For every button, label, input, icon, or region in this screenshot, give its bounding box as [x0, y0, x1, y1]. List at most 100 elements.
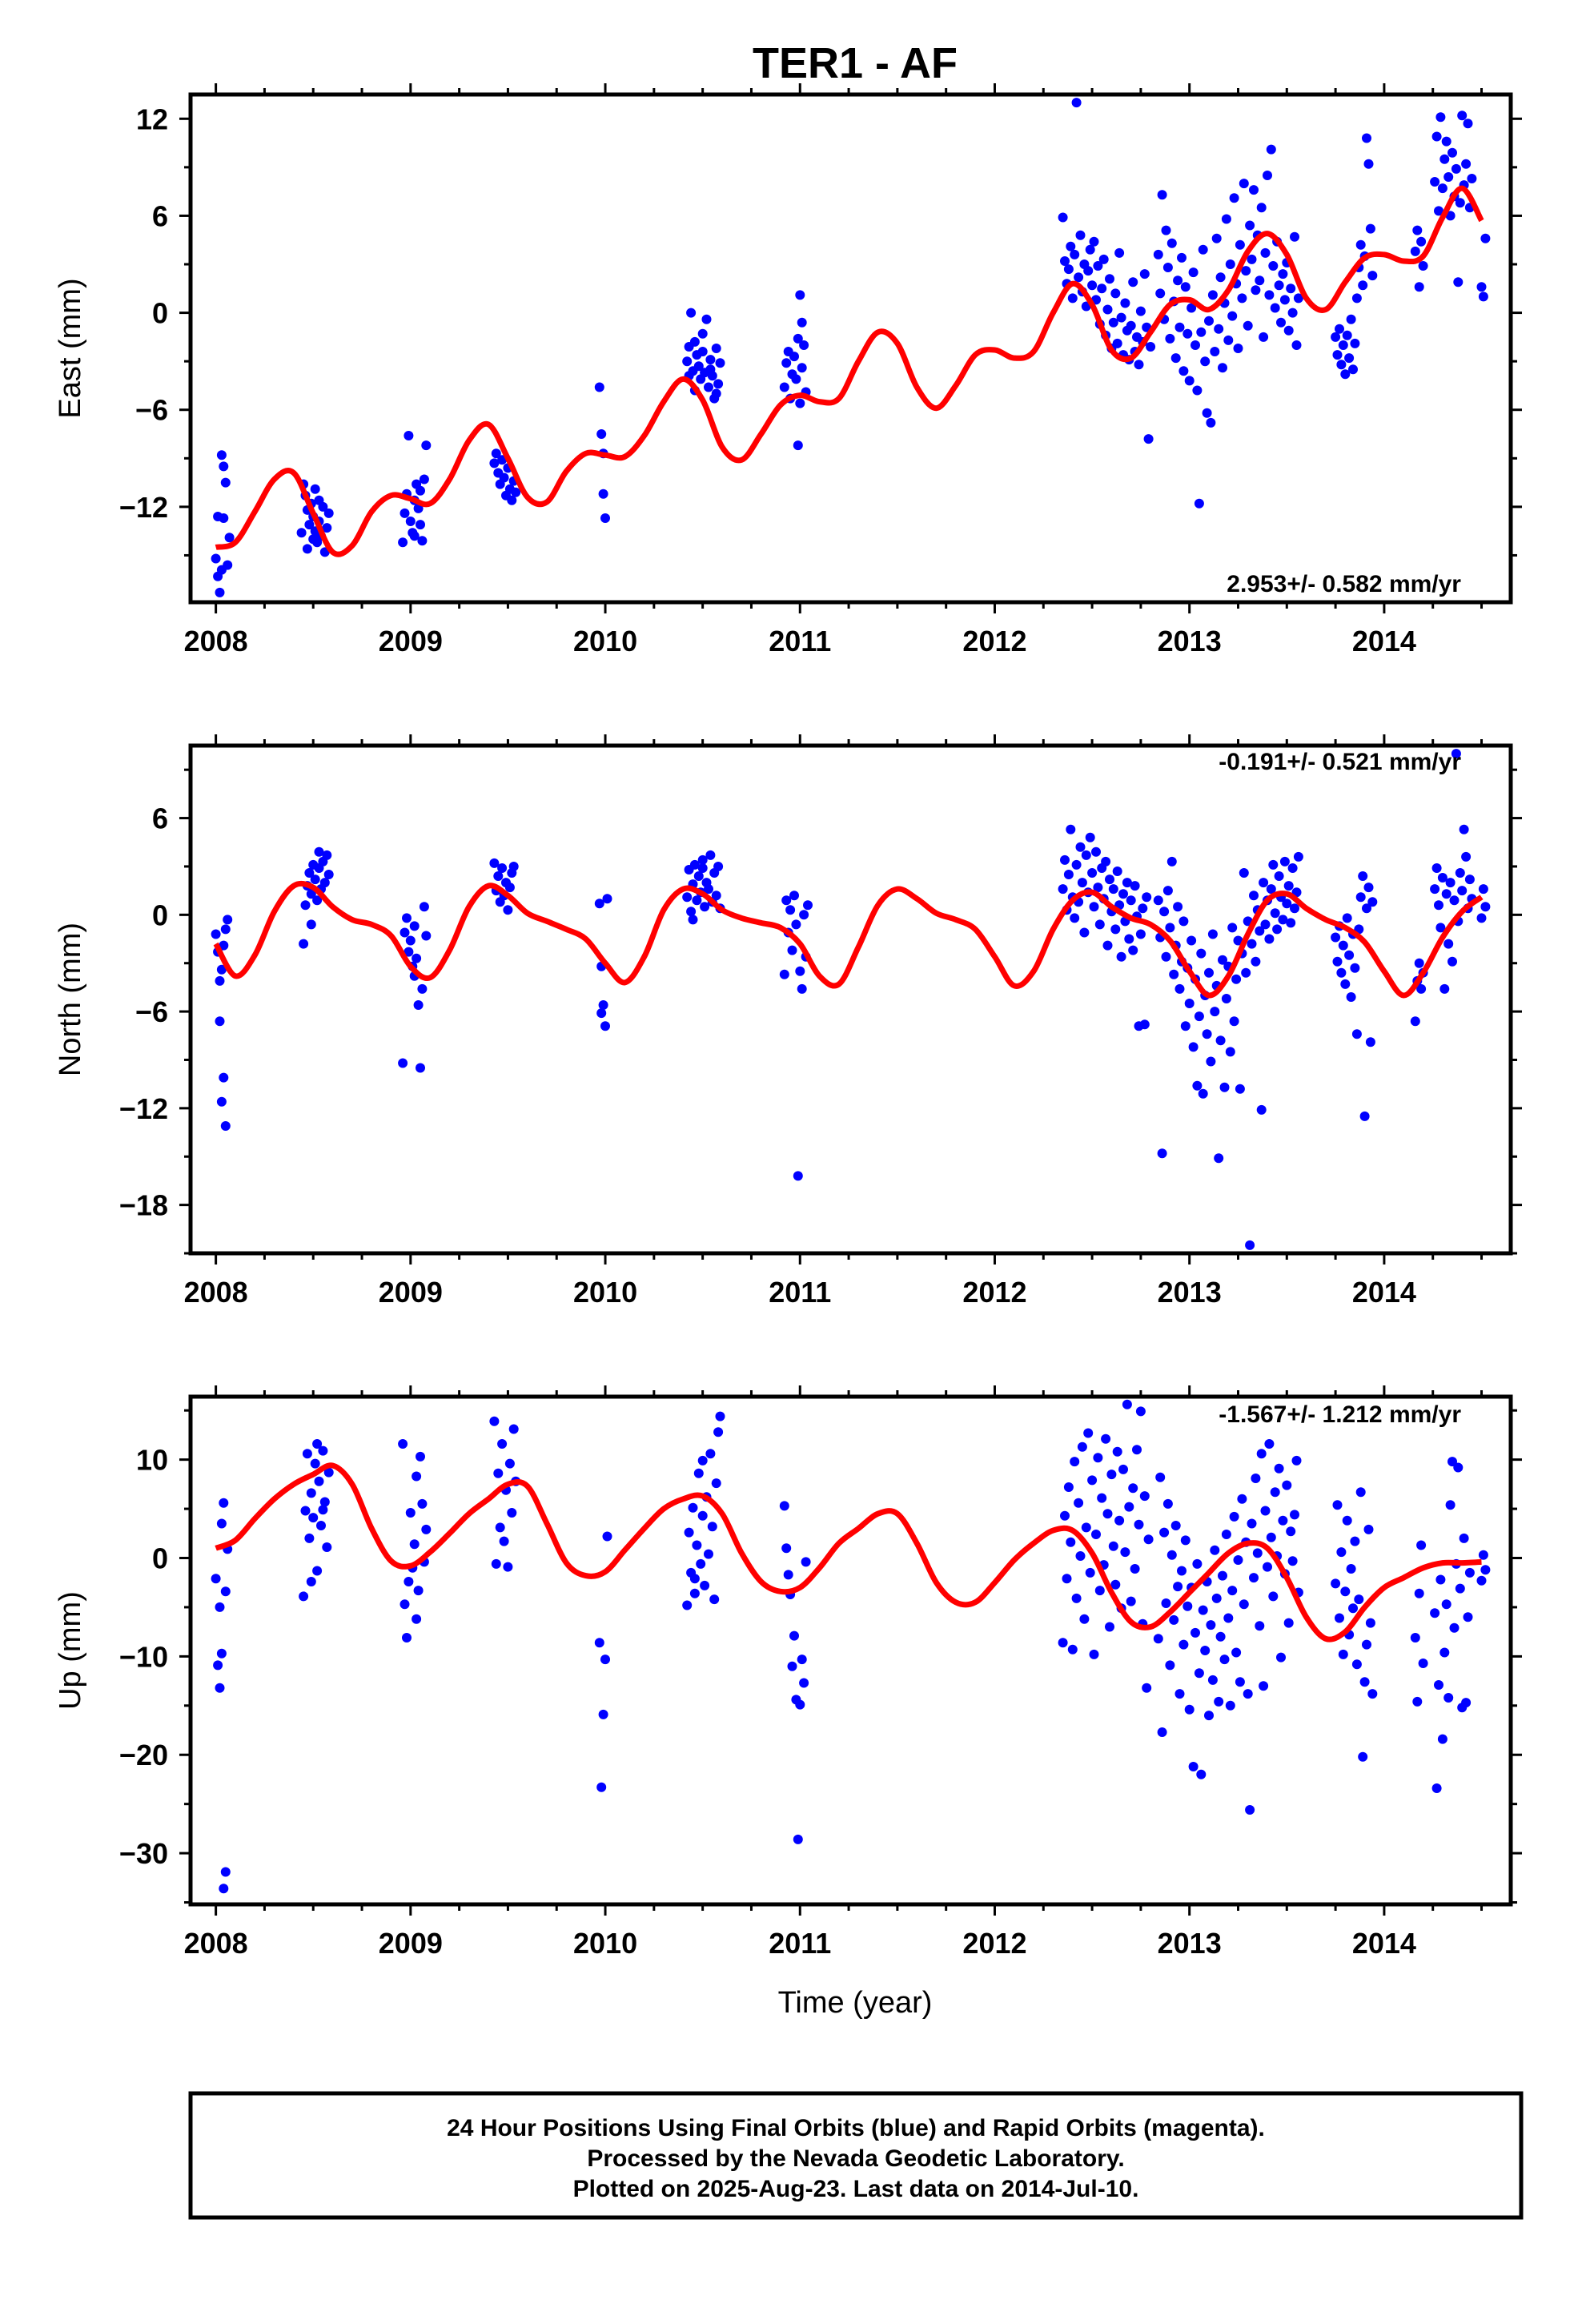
data-point	[1211, 1593, 1222, 1603]
data-point	[1363, 883, 1374, 893]
data-point	[1243, 320, 1253, 331]
x-tick-label: 2008	[184, 625, 248, 657]
data-point	[1274, 280, 1284, 291]
data-point	[419, 474, 429, 485]
data-point	[705, 1449, 716, 1459]
data-point	[1063, 870, 1074, 879]
data-point	[1112, 338, 1122, 348]
data-point	[1066, 824, 1076, 834]
data-point	[1340, 979, 1351, 989]
data-point	[1235, 1084, 1245, 1094]
data-point	[1455, 868, 1465, 878]
data-point	[1094, 919, 1105, 930]
data-point	[412, 1614, 422, 1624]
data-point	[300, 900, 311, 911]
data-point	[1102, 1509, 1113, 1519]
data-point	[596, 1008, 607, 1019]
data-point	[1283, 881, 1294, 891]
data-point	[1476, 913, 1487, 923]
data-point	[1161, 225, 1171, 235]
data-point	[1449, 1622, 1460, 1633]
data-point	[704, 382, 713, 392]
data-point	[1445, 211, 1456, 221]
data-point	[689, 1574, 700, 1584]
footer-box: 24 Hour Positions Using Final Orbits (bl…	[188, 2091, 1524, 2220]
data-point	[787, 1661, 797, 1671]
data-point	[1358, 871, 1368, 881]
y-tick-label: −30	[119, 1837, 168, 1870]
data-point	[697, 854, 708, 865]
data-point	[1414, 1588, 1424, 1598]
data-point	[1087, 868, 1098, 878]
data-point	[1435, 112, 1446, 123]
data-point	[1455, 1583, 1465, 1594]
data-point	[1251, 285, 1261, 296]
data-point	[1358, 1751, 1368, 1762]
data-point	[220, 1121, 231, 1131]
data-point	[789, 352, 799, 362]
data-point	[219, 940, 229, 951]
data-point	[310, 875, 320, 885]
data-point	[1206, 1056, 1216, 1067]
data-point	[1132, 1445, 1142, 1455]
data-point	[1344, 353, 1355, 364]
data-point	[1112, 1446, 1122, 1457]
data-point	[1106, 1470, 1117, 1480]
data-point	[215, 1016, 225, 1027]
data-point	[211, 1574, 221, 1584]
data-point	[1081, 1522, 1091, 1533]
data-point	[1218, 363, 1227, 373]
data-point	[1264, 290, 1275, 300]
data-point	[1075, 842, 1086, 852]
data-point	[1480, 233, 1491, 243]
data-point	[215, 1683, 225, 1693]
data-point	[781, 895, 792, 906]
data-point	[1342, 330, 1352, 340]
data-point	[1245, 220, 1255, 231]
data-point	[1116, 312, 1126, 323]
data-point	[413, 1586, 424, 1596]
data-point	[220, 1867, 231, 1877]
data-point	[1358, 280, 1368, 291]
data-point	[1414, 958, 1424, 968]
data-point	[223, 560, 233, 570]
data-point	[220, 1586, 231, 1597]
data-point	[1108, 1541, 1118, 1551]
data-point	[785, 905, 796, 915]
y-tick-label: −6	[135, 394, 168, 427]
data-point	[1363, 1524, 1374, 1534]
data-point	[1332, 1500, 1343, 1510]
data-point	[1249, 185, 1259, 195]
up-points	[211, 1399, 1491, 1894]
data-point	[1062, 1574, 1072, 1584]
data-point	[1091, 846, 1101, 857]
data-point	[1416, 236, 1427, 247]
data-point	[1365, 223, 1375, 234]
data-point	[697, 1455, 708, 1466]
data-point	[1351, 1029, 1362, 1039]
data-point	[682, 892, 693, 903]
data-point	[412, 953, 422, 963]
data-point	[793, 1171, 803, 1181]
data-point	[1174, 983, 1185, 994]
data-point	[1173, 275, 1183, 286]
data-point	[1178, 1639, 1189, 1650]
data-point	[405, 935, 416, 946]
data-point	[1091, 1530, 1101, 1539]
data-point	[787, 945, 797, 955]
data-point	[1170, 1521, 1181, 1530]
y-tick-label: −12	[119, 491, 168, 524]
data-point	[1120, 1547, 1130, 1558]
footer-line-2: Processed by the Nevada Geodetic Laborat…	[587, 2145, 1124, 2172]
data-point	[1071, 1593, 1082, 1603]
data-point	[689, 336, 700, 347]
data-point	[1204, 967, 1214, 978]
data-point	[1418, 1659, 1428, 1668]
data-point	[793, 440, 803, 451]
data-point	[404, 1577, 414, 1586]
data-point	[1346, 992, 1356, 1002]
data-point	[598, 1000, 608, 1010]
data-point	[1231, 1647, 1242, 1658]
data-point	[1093, 261, 1103, 271]
x-tick-label: 2010	[573, 1276, 637, 1309]
